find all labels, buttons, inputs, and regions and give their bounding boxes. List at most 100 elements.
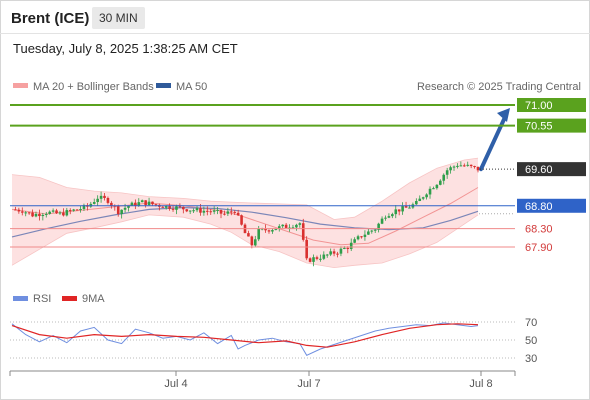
ma20-legend-label: MA 20 + Bollinger Bands (33, 81, 154, 93)
candle (62, 212, 65, 216)
rsi-line (11, 322, 479, 356)
candle (154, 204, 158, 206)
candle (229, 211, 233, 213)
candle (188, 210, 192, 212)
candle (20, 211, 24, 213)
candle (257, 228, 261, 240)
candle (336, 253, 339, 255)
candle (147, 201, 151, 206)
level-69-60-box (517, 162, 586, 177)
level-71-00-box (517, 98, 586, 112)
candle (195, 208, 199, 211)
candle (288, 227, 291, 229)
candle (223, 213, 226, 215)
candle (110, 202, 113, 206)
candle (41, 214, 45, 217)
level-68-30-label: 68.30 (525, 224, 553, 236)
candle (401, 206, 404, 212)
candle (72, 209, 75, 211)
candle (27, 212, 31, 214)
candle (123, 207, 127, 210)
candle (144, 200, 147, 206)
candle (367, 231, 370, 235)
candle (250, 236, 254, 246)
ma20-line (11, 187, 479, 246)
candle (106, 198, 110, 203)
candle (325, 254, 329, 256)
candle (116, 206, 120, 214)
legend: MA 20 + Bollinger Bands MA 50 Research ©… (13, 81, 581, 93)
candle (137, 202, 141, 206)
candle (274, 229, 278, 231)
candle (415, 201, 418, 205)
candle (456, 165, 459, 167)
candle (24, 212, 28, 214)
candle (445, 170, 449, 175)
candle (391, 214, 394, 217)
projection-arrowhead (497, 108, 510, 122)
instrument-title: Brent (ICE) (11, 10, 90, 27)
candle (380, 218, 384, 224)
bollinger-upper (11, 157, 479, 220)
x-tick-label: Jul 7 (297, 378, 320, 390)
candle (370, 230, 374, 232)
candle (353, 239, 356, 243)
candle (449, 167, 452, 171)
candle (291, 227, 295, 229)
candle (432, 188, 435, 190)
ma50-legend-label: MA 50 (176, 81, 207, 93)
candle (298, 223, 302, 225)
candle (185, 209, 189, 212)
candle (226, 211, 230, 214)
level-70-55-box (517, 118, 586, 133)
candle (134, 202, 137, 206)
candle (65, 210, 69, 216)
timeframe-badge[interactable]: 30 MIN (92, 7, 145, 29)
candle (34, 213, 38, 217)
rsi-panel: 70 50 30 (10, 317, 537, 365)
candle (452, 166, 456, 168)
candle (346, 247, 350, 249)
level-68-80-box (517, 198, 586, 213)
candle (384, 217, 387, 219)
candle (267, 230, 271, 232)
time-axis-ticks: Jul 4 Jul 7 Jul 8 (9, 371, 516, 390)
candle (442, 174, 446, 181)
rsi-legend-label: RSI (33, 293, 51, 305)
rsi-ma-legend-swatch (62, 296, 77, 301)
candle (473, 166, 476, 168)
candle (301, 223, 305, 240)
candle (58, 212, 62, 214)
candle (377, 223, 380, 230)
credit-label: Research © 2025 Trading Central (417, 81, 581, 93)
candle (130, 202, 134, 206)
candle (459, 165, 463, 167)
rsi-ma-line (11, 323, 479, 348)
candle (397, 209, 401, 212)
candle (55, 210, 58, 214)
candle (305, 239, 308, 259)
candle (199, 208, 202, 213)
candle (168, 205, 171, 209)
candle (38, 213, 41, 217)
candle (82, 205, 86, 210)
candle (466, 164, 470, 166)
x-tick-label: Jul 8 (469, 378, 492, 390)
level-68-80-label: 68.80 (525, 201, 553, 213)
candle (404, 206, 408, 208)
candle (175, 206, 178, 210)
candle (17, 209, 21, 212)
candle (120, 209, 123, 214)
candle (247, 233, 250, 237)
candle (363, 234, 367, 237)
candle (75, 209, 79, 211)
candle (349, 242, 353, 249)
candle (425, 194, 428, 198)
candle (206, 210, 209, 212)
candle (31, 212, 34, 217)
candle (322, 254, 326, 259)
candle (439, 180, 442, 185)
candle (319, 258, 322, 260)
candle (308, 258, 312, 262)
candle (202, 210, 206, 213)
